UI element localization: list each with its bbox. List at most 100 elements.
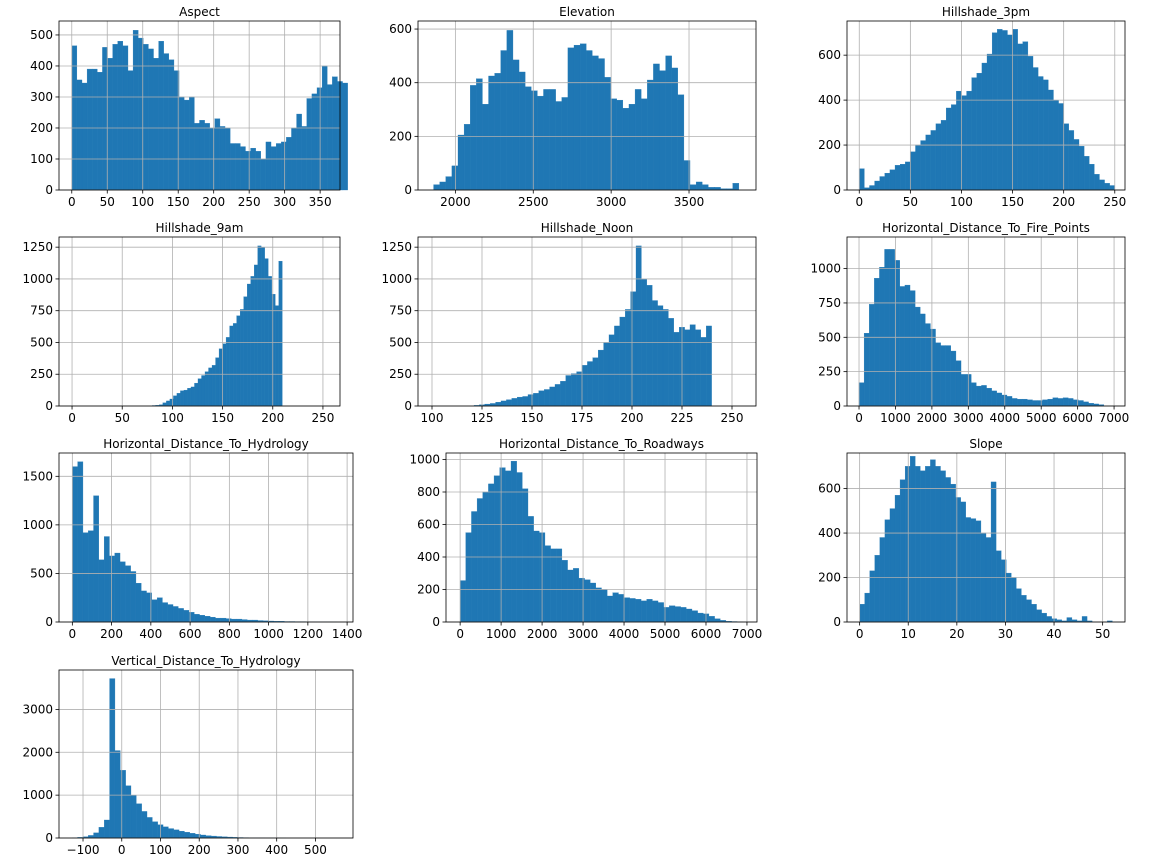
horizontal-distance-to-roadways-bar bbox=[476, 498, 483, 623]
horizontal-distance-to-fire-points-bar bbox=[1062, 397, 1069, 407]
slope-bar bbox=[925, 466, 931, 623]
hillshade-3pm-bar bbox=[925, 134, 931, 191]
aspect-bar bbox=[260, 158, 267, 191]
elevation-y-tick-label: 600 bbox=[389, 22, 412, 36]
horizontal-distance-to-hydrology-bar bbox=[82, 532, 89, 623]
horizontal-distance-to-fire-points-bar bbox=[1037, 400, 1043, 407]
elevation-bar bbox=[512, 59, 520, 191]
horizontal-distance-to-hydrology-x-tick-label: 800 bbox=[218, 627, 241, 641]
aspect-bar bbox=[76, 79, 83, 191]
hillshade-9am-bar bbox=[261, 247, 265, 407]
horizontal-distance-to-hydrology-bar bbox=[141, 590, 147, 623]
hillshade-noon-bar bbox=[662, 309, 669, 407]
horizontal-distance-to-fire-points-bar bbox=[971, 382, 977, 407]
aspect-bar bbox=[250, 147, 256, 191]
hillshade-9am-bar bbox=[187, 388, 192, 407]
hillshade-3pm-bar bbox=[1037, 76, 1044, 191]
hillshade-3pm-bar bbox=[1063, 123, 1069, 191]
vertical-distance-to-hydrology-bar bbox=[130, 794, 137, 839]
hillshade-3pm-bar bbox=[874, 180, 880, 191]
horizontal-distance-to-roadways-y-tick-label: 200 bbox=[417, 583, 440, 597]
elevation-bar bbox=[500, 50, 507, 191]
horizontal-distance-to-fire-points-bar bbox=[955, 360, 962, 407]
horizontal-distance-to-fire-points-bar bbox=[884, 249, 890, 407]
slope-bar bbox=[869, 570, 875, 623]
horizontal-distance-to-fire-points-bar bbox=[1032, 400, 1038, 407]
hillshade-9am-chart: Hillshade_9am 0 50 100 150 200 250 0 250 500 750 10… bbox=[22, 221, 341, 425]
horizontal-distance-to-roadways-bar bbox=[499, 467, 506, 623]
hillshade-noon-bar bbox=[500, 400, 507, 407]
vertical-distance-to-hydrology-title: Vertical_Distance_To_Hydrology bbox=[111, 654, 300, 668]
slope-bar bbox=[1006, 572, 1012, 623]
slope-bar bbox=[894, 495, 901, 623]
horizontal-distance-to-roadways-bar bbox=[578, 577, 585, 623]
horizontal-distance-to-hydrology-bar bbox=[194, 614, 200, 623]
elevation-bar bbox=[470, 85, 477, 191]
hillshade-3pm-chart: Hillshade_3pm 0 50 100 150 200 250 0 200 400 600 bbox=[818, 5, 1126, 209]
vertical-distance-to-hydrology-bar bbox=[162, 826, 169, 839]
slope-bar bbox=[1081, 616, 1088, 623]
elevation-bar bbox=[567, 47, 575, 191]
hillshade-3pm-bar bbox=[869, 185, 875, 191]
hillshade-noon-bar bbox=[587, 361, 593, 407]
aspect-bar bbox=[148, 48, 154, 191]
vertical-distance-to-hydrology-y-tick-label: 2000 bbox=[22, 745, 53, 759]
horizontal-distance-to-hydrology-bar bbox=[114, 552, 121, 623]
aspect-bar bbox=[189, 96, 195, 191]
horizontal-distance-to-hydrology-bar bbox=[225, 618, 232, 623]
hillshade-9am-axes-frame bbox=[58, 236, 341, 407]
hillshade-noon-bar bbox=[689, 324, 696, 407]
horizontal-distance-to-fire-points-bar bbox=[1022, 398, 1028, 407]
horizontal-distance-to-roadways-bar bbox=[471, 511, 478, 623]
slope-x-tick-label: 30 bbox=[998, 627, 1013, 641]
hillshade-3pm-bar bbox=[879, 176, 885, 191]
horizontal-distance-to-fire-points-bar bbox=[1017, 398, 1023, 407]
hillshade-noon-bar bbox=[668, 318, 674, 407]
hillshade-9am-bar bbox=[169, 398, 174, 407]
slope-x-tick-label: 50 bbox=[1095, 627, 1110, 641]
hillshade-3pm-bar bbox=[1043, 79, 1049, 191]
hillshade-noon-bar bbox=[571, 373, 577, 407]
elevation-bar bbox=[573, 44, 581, 191]
hillshade-3pm-bar bbox=[956, 90, 962, 191]
horizontal-distance-to-roadways-bar bbox=[505, 470, 512, 623]
horizontal-distance-to-fire-points-x-tick-label: 5000 bbox=[1026, 411, 1057, 425]
hillshade-3pm-x-tick-label: 200 bbox=[1052, 195, 1075, 209]
horizontal-distance-to-fire-points-y-tick-label: 750 bbox=[818, 296, 841, 310]
hillshade-noon-bar bbox=[646, 285, 653, 407]
horizontal-distance-to-hydrology-bars bbox=[72, 461, 338, 623]
horizontal-distance-to-roadways-y-tick-label: 400 bbox=[417, 550, 440, 564]
slope-bar bbox=[1046, 616, 1052, 623]
horizontal-distance-to-hydrology-bar bbox=[199, 615, 205, 623]
elevation-bar bbox=[439, 181, 446, 191]
hillshade-3pm-bar bbox=[1089, 164, 1095, 191]
horizontal-distance-to-fire-points-bar bbox=[920, 313, 926, 407]
horizontal-distance-to-hydrology-bar bbox=[125, 565, 131, 623]
elevation-y-tick-label: 0 bbox=[404, 183, 412, 197]
elevation-bar bbox=[537, 95, 544, 191]
hillshade-noon-bar bbox=[614, 325, 620, 407]
horizontal-distance-to-hydrology-bar bbox=[77, 461, 84, 623]
horizontal-distance-to-fire-points-bar bbox=[909, 290, 916, 407]
horizontal-distance-to-roadways-y-tick-label: 1000 bbox=[409, 453, 440, 467]
hillshade-3pm-x-tick-label: 50 bbox=[903, 195, 918, 209]
aspect-bar bbox=[153, 58, 159, 191]
horizontal-distance-to-hydrology-y-tick-label: 1000 bbox=[22, 518, 53, 532]
hillshade-3pm-bar bbox=[935, 123, 942, 191]
aspect-bar bbox=[81, 82, 88, 191]
elevation-bar bbox=[592, 55, 599, 191]
hillshade-9am-bar bbox=[190, 386, 195, 407]
hillshade-3pm-y-tick-label: 400 bbox=[818, 93, 841, 107]
hillshade-3pm-bar bbox=[1022, 41, 1029, 191]
horizontal-distance-to-roadways-bar bbox=[652, 600, 659, 623]
horizontal-distance-to-roadways-bar bbox=[465, 532, 472, 623]
hillshade-3pm-bar bbox=[976, 72, 983, 191]
horizontal-distance-to-fire-points-bar bbox=[1006, 396, 1013, 407]
horizontal-distance-to-fire-points-bar bbox=[996, 392, 1002, 407]
horizontal-distance-to-hydrology-bar bbox=[209, 616, 216, 623]
horizontal-distance-to-roadways-bar bbox=[516, 472, 523, 623]
elevation-y-tick-label: 400 bbox=[389, 76, 412, 90]
horizontal-distance-to-hydrology-x-tick-label: 1400 bbox=[332, 627, 363, 641]
aspect-bar bbox=[194, 123, 200, 191]
horizontal-distance-to-fire-points-x-tick-label: 1000 bbox=[880, 411, 911, 425]
